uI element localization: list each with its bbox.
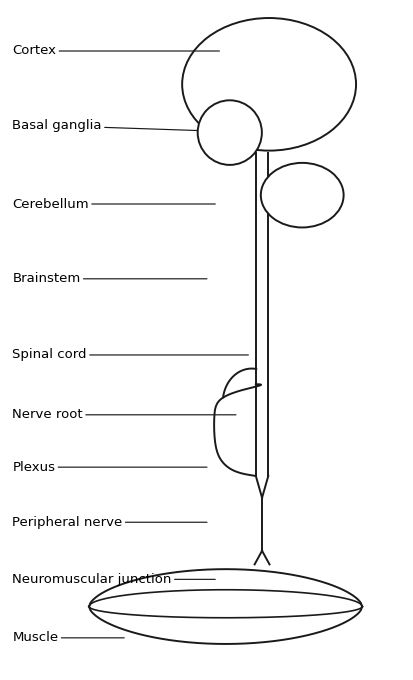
Text: Brainstem: Brainstem xyxy=(12,272,206,286)
Text: Spinal cord: Spinal cord xyxy=(12,348,248,362)
Text: Cerebellum: Cerebellum xyxy=(12,197,215,211)
Ellipse shape xyxy=(182,18,355,151)
Text: Cortex: Cortex xyxy=(12,44,219,58)
Text: Plexus: Plexus xyxy=(12,460,206,474)
Text: Basal ganglia: Basal ganglia xyxy=(12,119,198,133)
Text: Nerve root: Nerve root xyxy=(12,408,235,422)
Text: Peripheral nerve: Peripheral nerve xyxy=(12,515,206,529)
Ellipse shape xyxy=(197,101,261,165)
Text: Muscle: Muscle xyxy=(12,631,124,645)
Ellipse shape xyxy=(260,163,343,227)
Text: Neuromuscular junction: Neuromuscular junction xyxy=(12,573,215,586)
